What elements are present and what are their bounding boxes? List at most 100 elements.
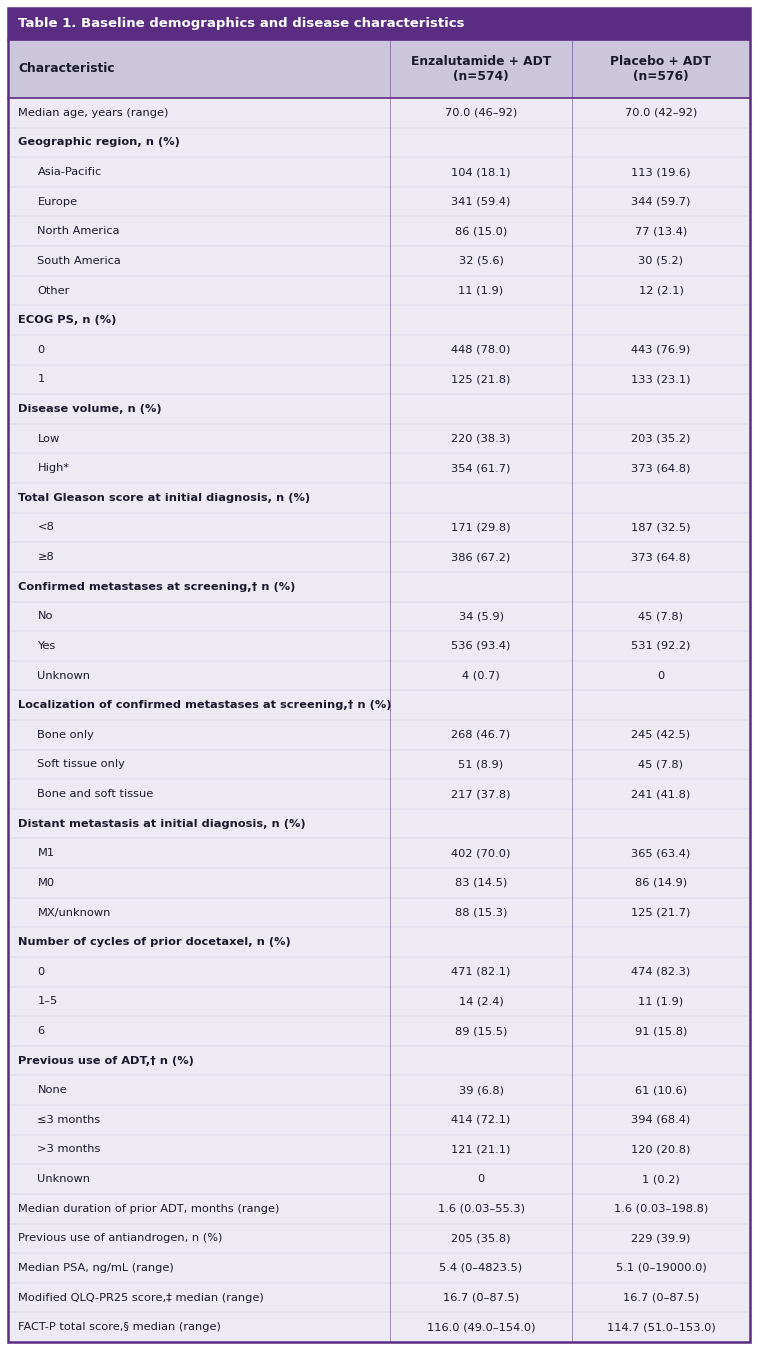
Text: 51 (8.9): 51 (8.9)	[459, 760, 503, 770]
Text: 373 (64.8): 373 (64.8)	[631, 463, 691, 474]
Text: 203 (35.2): 203 (35.2)	[631, 433, 691, 444]
Text: FACT-P total score,§ median (range): FACT-P total score,§ median (range)	[18, 1322, 221, 1332]
Text: 121 (21.1): 121 (21.1)	[451, 1145, 511, 1154]
Text: Bone only: Bone only	[37, 730, 94, 740]
Text: 91 (15.8): 91 (15.8)	[634, 1026, 688, 1035]
Text: 1.6 (0.03–198.8): 1.6 (0.03–198.8)	[614, 1204, 708, 1214]
Text: Median age, years (range): Median age, years (range)	[18, 108, 168, 117]
Text: 220 (38.3): 220 (38.3)	[451, 433, 511, 444]
Text: 536 (93.4): 536 (93.4)	[451, 641, 511, 651]
Text: ≥8: ≥8	[37, 552, 54, 562]
Text: Soft tissue only: Soft tissue only	[37, 760, 125, 770]
Text: Previous use of ADT,† n (%): Previous use of ADT,† n (%)	[18, 1056, 194, 1065]
Text: ECOG PS, n (%): ECOG PS, n (%)	[18, 315, 117, 325]
Text: 471 (82.1): 471 (82.1)	[451, 967, 511, 977]
Text: Unknown: Unknown	[37, 671, 90, 680]
Text: 39 (6.8): 39 (6.8)	[459, 1085, 503, 1095]
Text: 4 (0.7): 4 (0.7)	[462, 671, 500, 680]
Text: 171 (29.8): 171 (29.8)	[451, 522, 511, 532]
Text: Yes: Yes	[37, 641, 55, 651]
Text: 386 (67.2): 386 (67.2)	[452, 552, 511, 562]
Text: 133 (23.1): 133 (23.1)	[631, 374, 691, 385]
Text: 205 (35.8): 205 (35.8)	[451, 1234, 511, 1243]
Text: 114.7 (51.0–153.0): 114.7 (51.0–153.0)	[606, 1322, 716, 1332]
Text: 45 (7.8): 45 (7.8)	[638, 612, 684, 621]
Text: High*: High*	[37, 463, 70, 474]
Text: 16.7 (0–87.5): 16.7 (0–87.5)	[623, 1292, 699, 1303]
Text: 89 (15.5): 89 (15.5)	[455, 1026, 507, 1035]
Text: Europe: Europe	[37, 197, 77, 207]
Bar	[8, 40, 750, 99]
Text: Characteristic: Characteristic	[18, 62, 114, 76]
Text: 1: 1	[37, 374, 45, 385]
Text: 531 (92.2): 531 (92.2)	[631, 641, 691, 651]
Text: Previous use of antiandrogen, n (%): Previous use of antiandrogen, n (%)	[18, 1234, 222, 1243]
Text: 104 (18.1): 104 (18.1)	[451, 167, 511, 177]
Text: 268 (46.7): 268 (46.7)	[452, 730, 511, 740]
Text: 86 (15.0): 86 (15.0)	[455, 227, 507, 236]
Text: 113 (19.6): 113 (19.6)	[631, 167, 691, 177]
Text: 187 (32.5): 187 (32.5)	[631, 522, 691, 532]
Text: 373 (64.8): 373 (64.8)	[631, 552, 691, 562]
Text: South America: South America	[37, 256, 121, 266]
Text: 474 (82.3): 474 (82.3)	[631, 967, 691, 977]
Text: 402 (70.0): 402 (70.0)	[451, 848, 511, 859]
Text: 0: 0	[478, 1174, 484, 1184]
Text: 120 (20.8): 120 (20.8)	[631, 1145, 691, 1154]
Text: 116.0 (49.0–154.0): 116.0 (49.0–154.0)	[427, 1322, 535, 1332]
Text: ≤3 months: ≤3 months	[37, 1115, 101, 1125]
Text: 229 (39.9): 229 (39.9)	[631, 1234, 691, 1243]
Text: M1: M1	[37, 848, 55, 859]
Text: 32 (5.6): 32 (5.6)	[459, 256, 503, 266]
Text: 0: 0	[657, 671, 665, 680]
Text: 88 (15.3): 88 (15.3)	[455, 907, 507, 918]
Text: 1 (0.2): 1 (0.2)	[642, 1174, 680, 1184]
Text: 12 (2.1): 12 (2.1)	[638, 285, 684, 296]
Text: 1.6 (0.03–55.3): 1.6 (0.03–55.3)	[437, 1204, 525, 1214]
Text: Geographic region, n (%): Geographic region, n (%)	[18, 138, 180, 147]
Text: 11 (1.9): 11 (1.9)	[638, 996, 684, 1006]
Text: 14 (2.4): 14 (2.4)	[459, 996, 503, 1006]
Text: 217 (37.8): 217 (37.8)	[451, 788, 511, 799]
Text: 70.0 (42–92): 70.0 (42–92)	[625, 108, 697, 117]
Text: >3 months: >3 months	[37, 1145, 101, 1154]
Text: M0: M0	[37, 878, 55, 888]
Text: 0: 0	[37, 967, 45, 977]
Text: 341 (59.4): 341 (59.4)	[451, 197, 511, 207]
Text: MX/unknown: MX/unknown	[37, 907, 111, 918]
Text: 45 (7.8): 45 (7.8)	[638, 760, 684, 770]
Text: Modified QLQ-PR25 score,‡ median (range): Modified QLQ-PR25 score,‡ median (range)	[18, 1292, 264, 1303]
Text: Median duration of prior ADT, months (range): Median duration of prior ADT, months (ra…	[18, 1204, 280, 1214]
Text: Placebo + ADT
(n=576): Placebo + ADT (n=576)	[610, 55, 712, 82]
Text: 6: 6	[37, 1026, 45, 1035]
Text: 448 (78.0): 448 (78.0)	[451, 344, 511, 355]
Text: 77 (13.4): 77 (13.4)	[635, 227, 687, 236]
Text: Median PSA, ng/mL (range): Median PSA, ng/mL (range)	[18, 1264, 174, 1273]
Text: 414 (72.1): 414 (72.1)	[452, 1115, 511, 1125]
Text: Other: Other	[37, 285, 70, 296]
Text: 1–5: 1–5	[37, 996, 58, 1006]
Text: 16.7 (0–87.5): 16.7 (0–87.5)	[443, 1292, 519, 1303]
Text: Disease volume, n (%): Disease volume, n (%)	[18, 404, 161, 414]
Text: 125 (21.7): 125 (21.7)	[631, 907, 691, 918]
Text: Bone and soft tissue: Bone and soft tissue	[37, 788, 154, 799]
Text: Distant metastasis at initial diagnosis, n (%): Distant metastasis at initial diagnosis,…	[18, 818, 305, 829]
Text: 34 (5.9): 34 (5.9)	[459, 612, 503, 621]
Text: None: None	[37, 1085, 67, 1095]
Text: 241 (41.8): 241 (41.8)	[631, 788, 691, 799]
Text: Confirmed metastases at screening,† n (%): Confirmed metastases at screening,† n (%…	[18, 582, 296, 591]
Text: Number of cycles of prior docetaxel, n (%): Number of cycles of prior docetaxel, n (…	[18, 937, 291, 948]
Text: 5.4 (0–4823.5): 5.4 (0–4823.5)	[440, 1264, 522, 1273]
Text: Low: Low	[37, 433, 60, 444]
Text: North America: North America	[37, 227, 120, 236]
Text: 5.1 (0–19000.0): 5.1 (0–19000.0)	[615, 1264, 706, 1273]
Text: 0: 0	[37, 344, 45, 355]
Text: 443 (76.9): 443 (76.9)	[631, 344, 691, 355]
Text: 83 (14.5): 83 (14.5)	[455, 878, 507, 888]
Text: 86 (14.9): 86 (14.9)	[635, 878, 687, 888]
Text: <8: <8	[37, 522, 55, 532]
Text: Total Gleason score at initial diagnosis, n (%): Total Gleason score at initial diagnosis…	[18, 493, 310, 502]
Text: Asia-Pacific: Asia-Pacific	[37, 167, 102, 177]
Text: 365 (63.4): 365 (63.4)	[631, 848, 691, 859]
Text: Table 1. Baseline demographics and disease characteristics: Table 1. Baseline demographics and disea…	[18, 18, 465, 31]
